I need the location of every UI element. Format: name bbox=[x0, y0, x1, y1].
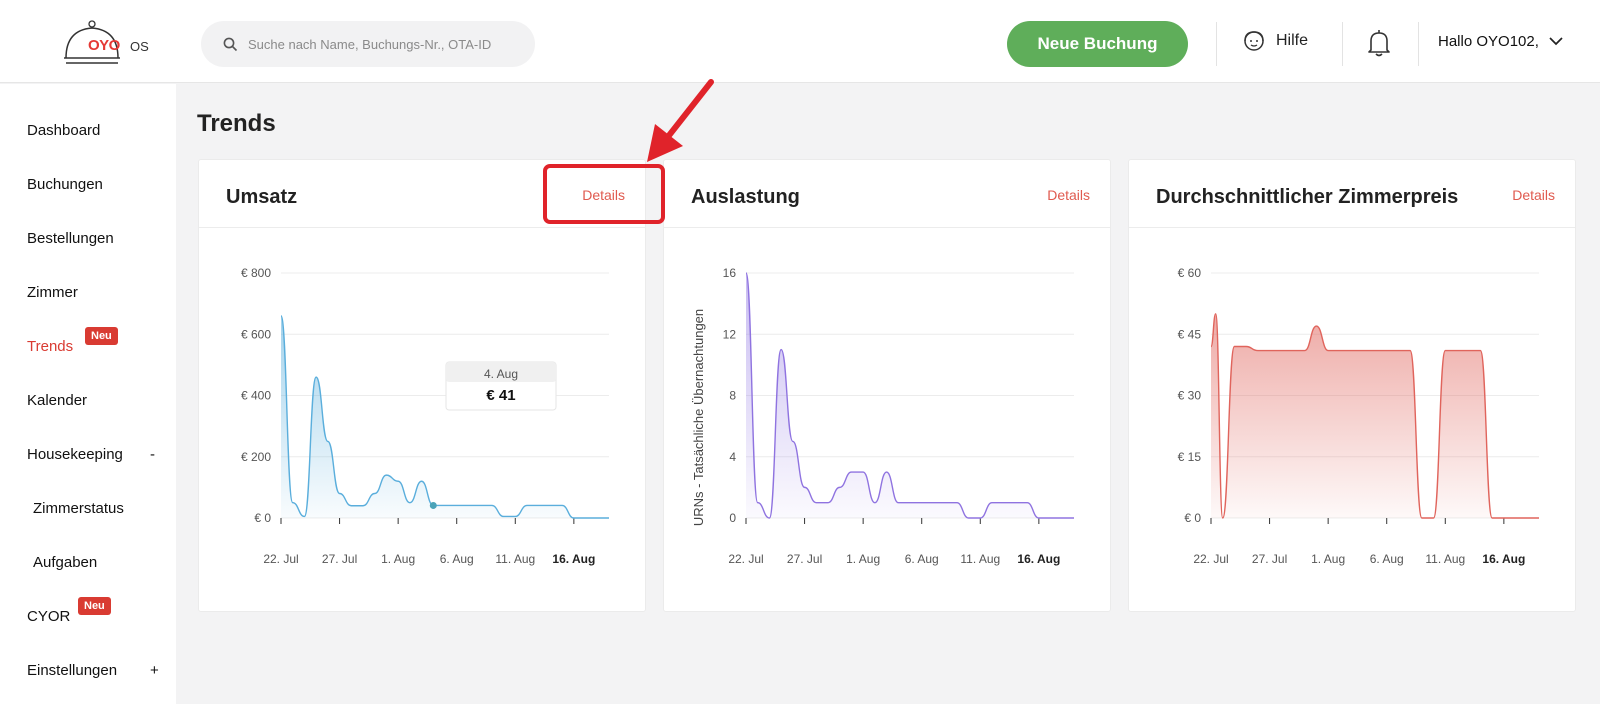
series-area bbox=[746, 273, 1074, 518]
sidebar: Dashboard Buchungen Bestellungen Zimmer … bbox=[0, 84, 176, 704]
y-tick-label: € 0 bbox=[254, 511, 271, 525]
sidebar-item-trends[interactable]: Trends bbox=[27, 338, 74, 355]
oyo-logo[interactable]: OYO OS bbox=[62, 20, 162, 68]
y-tick-label: 8 bbox=[729, 389, 736, 403]
chevron-down-icon bbox=[1549, 37, 1563, 46]
series-line bbox=[745, 272, 1074, 519]
y-tick-label: € 800 bbox=[241, 266, 271, 280]
highlight-point[interactable] bbox=[429, 501, 437, 509]
y-tick-label: € 0 bbox=[1184, 511, 1201, 525]
y-tick-label: € 30 bbox=[1178, 389, 1202, 403]
x-tick-label: 6. Aug bbox=[905, 552, 939, 566]
search-bar[interactable] bbox=[201, 21, 535, 67]
x-tick-label: 16. Aug bbox=[552, 552, 595, 566]
series-area bbox=[1211, 313, 1539, 518]
expand-toggle[interactable]: + bbox=[150, 662, 159, 679]
sidebar-item-settings[interactable]: Einstellungen bbox=[27, 662, 118, 679]
x-tick-label: 16. Aug bbox=[1017, 552, 1060, 566]
y-tick-label: € 45 bbox=[1178, 327, 1202, 341]
divider bbox=[1418, 22, 1419, 66]
divider bbox=[1342, 22, 1343, 66]
card-title: Durchschnittlicher Zimmerpreis bbox=[1156, 186, 1459, 208]
revenue-chart: € 800 € 600 € 400 € 200 € 0 22. Jul 27. Jul 1. … bbox=[241, 266, 609, 566]
divider bbox=[1216, 22, 1217, 66]
sidebar-item-bookings[interactable]: Buchungen bbox=[27, 176, 103, 193]
new-badge: Neu bbox=[85, 327, 118, 345]
x-tick-label: 27. Jul bbox=[1252, 552, 1287, 566]
y-tick-label: 12 bbox=[723, 327, 737, 341]
card-title: Umsatz bbox=[226, 186, 298, 208]
user-menu[interactable]: Hallo OYO102, bbox=[1438, 33, 1563, 50]
tooltip-date: 4. Aug bbox=[484, 367, 518, 381]
occupancy-chart: 16 12 8 4 0 22. Jul 27. Jul 1. Aug 6. Aug 11. Aug… bbox=[691, 266, 1074, 566]
search-icon bbox=[223, 37, 238, 51]
annotation-arrow-icon bbox=[647, 79, 714, 162]
details-link[interactable]: Details bbox=[1047, 187, 1090, 203]
top-header: OYO OS Neue Buchung Hilfe Hallo OYO102, bbox=[0, 0, 1600, 83]
x-tick-label: 1. Aug bbox=[846, 552, 880, 566]
card-title: Auslastung bbox=[691, 186, 800, 208]
logo-suffix: OS bbox=[130, 39, 149, 54]
details-link[interactable]: Details bbox=[1512, 187, 1555, 203]
chart-tooltip: 4. Aug € 41 bbox=[445, 361, 557, 411]
x-tick-label: 1. Aug bbox=[1311, 552, 1345, 566]
x-tick-label: 1. Aug bbox=[381, 552, 415, 566]
notification-bell[interactable] bbox=[1366, 28, 1392, 63]
y-tick-label: € 60 bbox=[1178, 266, 1202, 280]
user-greeting: Hallo OYO102, bbox=[1438, 33, 1539, 50]
bell-icon bbox=[1368, 30, 1390, 57]
card-header: Auslastung Details bbox=[664, 160, 1110, 228]
revenue-card: Umsatz Details € 800 € 600 € 400 € 200 € 0 22… bbox=[198, 159, 646, 612]
y-tick-label: € 600 bbox=[241, 327, 271, 341]
y-tick-label: 16 bbox=[723, 266, 737, 280]
x-tick-label: 11. Aug bbox=[495, 552, 535, 566]
y-tick-label: € 400 bbox=[241, 389, 271, 403]
y-tick-label: € 200 bbox=[241, 450, 271, 464]
sidebar-item-housekeeping[interactable]: Housekeeping bbox=[27, 446, 123, 463]
cloche-icon bbox=[64, 20, 120, 64]
search-input[interactable] bbox=[248, 36, 528, 52]
x-tick-label: 22. Jul bbox=[728, 552, 763, 566]
series-area bbox=[281, 315, 609, 518]
x-tick-label: 27. Jul bbox=[322, 552, 357, 566]
sidebar-item-rooms[interactable]: Zimmer bbox=[27, 284, 78, 301]
sidebar-item-orders[interactable]: Bestellungen bbox=[27, 230, 114, 247]
help-link[interactable]: Hilfe bbox=[1242, 30, 1308, 52]
card-header: Durchschnittlicher Zimmerpreis Details bbox=[1129, 160, 1575, 228]
series-line bbox=[1210, 313, 1539, 519]
sidebar-item-calendar[interactable]: Kalender bbox=[27, 392, 88, 409]
sidebar-item-tasks[interactable]: Aufgaben bbox=[33, 554, 98, 571]
x-tick-label: 6. Aug bbox=[440, 552, 474, 566]
tooltip-value: € 41 bbox=[486, 387, 515, 404]
x-tick-label: 22. Jul bbox=[1193, 552, 1228, 566]
avg-room-price-chart: € 60 € 45 € 30 € 15 € 0 22. Jul 27. Jul 1. Aug 6… bbox=[1178, 266, 1539, 566]
support-agent-icon bbox=[1244, 31, 1264, 51]
y-tick-label: 4 bbox=[729, 450, 736, 464]
card-header: Umsatz Details bbox=[199, 160, 645, 228]
y-tick-label: € 15 bbox=[1178, 450, 1202, 464]
page-title: Trends bbox=[197, 110, 276, 137]
x-tick-label: 27. Jul bbox=[787, 552, 822, 566]
logo-text: OYO bbox=[88, 37, 120, 54]
sidebar-item-dashboard[interactable]: Dashboard bbox=[27, 122, 101, 139]
x-tick-label: 11. Aug bbox=[960, 552, 1000, 566]
new-booking-button[interactable]: Neue Buchung bbox=[1007, 21, 1188, 67]
x-tick-label: 22. Jul bbox=[263, 552, 298, 566]
y-axis-label: URNs - Tatsächliche Übernachtungen bbox=[691, 309, 706, 526]
highlight-box bbox=[543, 164, 665, 224]
sidebar-item-room-status[interactable]: Zimmerstatus bbox=[33, 500, 124, 517]
help-label: Hilfe bbox=[1276, 32, 1309, 49]
collapse-toggle[interactable]: - bbox=[150, 446, 155, 463]
x-tick-label: 6. Aug bbox=[1370, 552, 1404, 566]
x-tick-label: 11. Aug bbox=[1425, 552, 1465, 566]
series-line bbox=[280, 315, 609, 519]
avg-room-price-card: Durchschnittlicher Zimmerpreis Details €… bbox=[1128, 159, 1576, 612]
new-badge: Neu bbox=[78, 597, 111, 615]
occupancy-card: Auslastung Details 16 12 8 4 0 22. Jul 27. Jul… bbox=[663, 159, 1111, 612]
y-tick-label: 0 bbox=[729, 511, 736, 525]
x-tick-label: 16. Aug bbox=[1482, 552, 1525, 566]
sidebar-item-cyor[interactable]: CYOR bbox=[27, 608, 71, 625]
details-link[interactable]: Details bbox=[582, 187, 625, 203]
